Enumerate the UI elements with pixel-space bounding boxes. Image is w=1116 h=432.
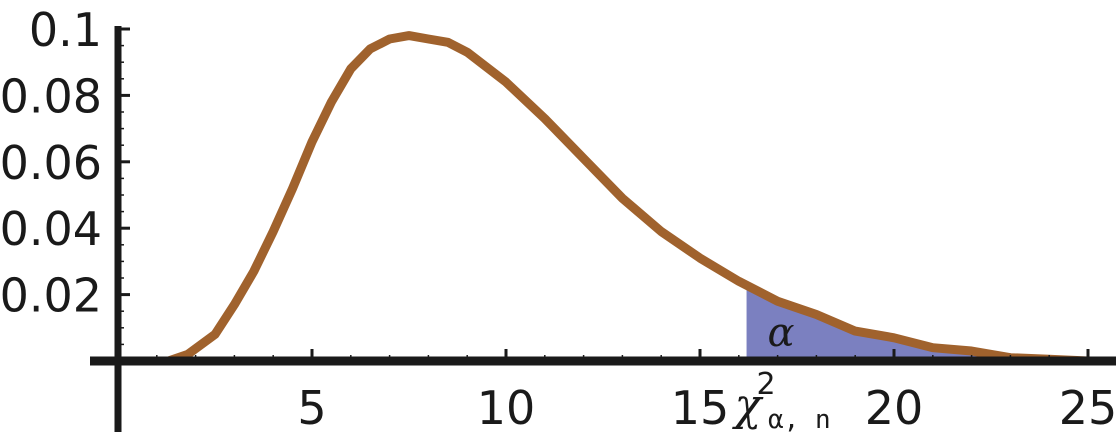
x-tick-label: 15 (671, 381, 730, 432)
y-tick-label: 0.1 (29, 3, 102, 57)
critical-value-superscript: 2 (756, 367, 775, 402)
density-curve (163, 31, 1093, 366)
y-tick-label: 0.04 (0, 202, 102, 256)
critical-value-chi-label: χ (732, 380, 764, 431)
x-tick-label: 25 (1059, 381, 1116, 432)
alpha-label: α (767, 310, 794, 356)
y-tick-label: 0.08 (0, 69, 102, 123)
tail-area-alpha (746, 285, 1088, 361)
x-tick-label: 5 (297, 381, 326, 432)
tail-area-layer (746, 285, 1088, 361)
x-tick-label: 10 (477, 381, 536, 432)
y-ticks-layer: 0.02 0.04 0.06 0.08 0.1 (0, 3, 130, 346)
y-tick-label: 0.02 (0, 269, 102, 323)
annotation-layer: αχ2 α, n (732, 310, 831, 432)
axes-layer (90, 26, 1116, 432)
x-ticks-layer: 5 10 15 20 25 (156, 349, 1116, 432)
y-tick-label: 0.06 (0, 136, 102, 190)
curve-layer (163, 31, 1093, 366)
critical-value-subscript: α, n (768, 405, 831, 432)
x-tick-label: 20 (865, 381, 924, 432)
